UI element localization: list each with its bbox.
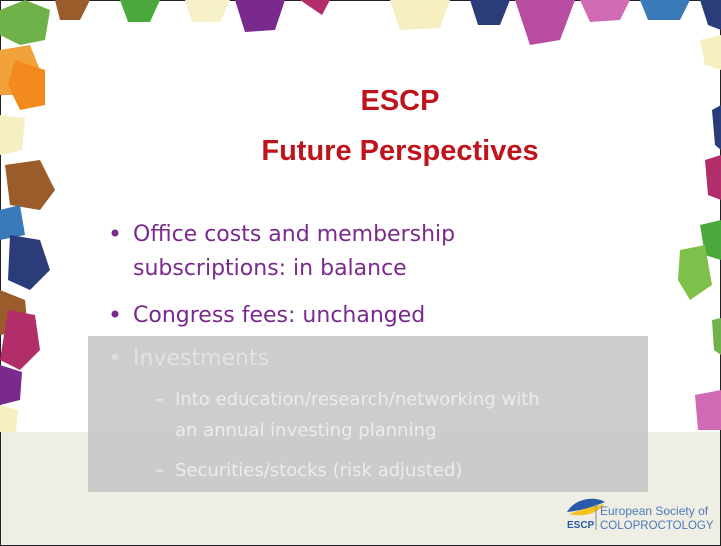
logo-mark: ESCP [567, 520, 595, 531]
title-line: Future Perspectives [261, 135, 538, 167]
bullet-text: Congress fees: unchanged [133, 303, 425, 328]
bullet-dot [111, 353, 119, 361]
bullet-dot [111, 229, 119, 237]
sub-bullet-text: Into education/research/networking with [175, 389, 540, 410]
sub-bullet-text: Securities/stocks (risk adjusted) [175, 460, 462, 481]
bullet-text: Investments [133, 346, 269, 371]
bullet-text: Office costs and membership [133, 222, 455, 247]
logo-text: COLOPROCTOLOGY [600, 520, 714, 532]
logo-text: European Society of [600, 504, 709, 518]
title-line: ESCP [361, 85, 440, 117]
bullet-dot [111, 310, 119, 318]
bullet-text: subscriptions: in balance [133, 256, 407, 281]
sub-bullet-text: an annual investing planning [175, 420, 436, 441]
overlay-box [88, 336, 648, 492]
sub-bullet-dash: – [155, 460, 164, 481]
sub-bullet-dash: – [155, 389, 164, 410]
logo: ESCP European Society of COLOPROCTOLOGY [567, 498, 714, 532]
